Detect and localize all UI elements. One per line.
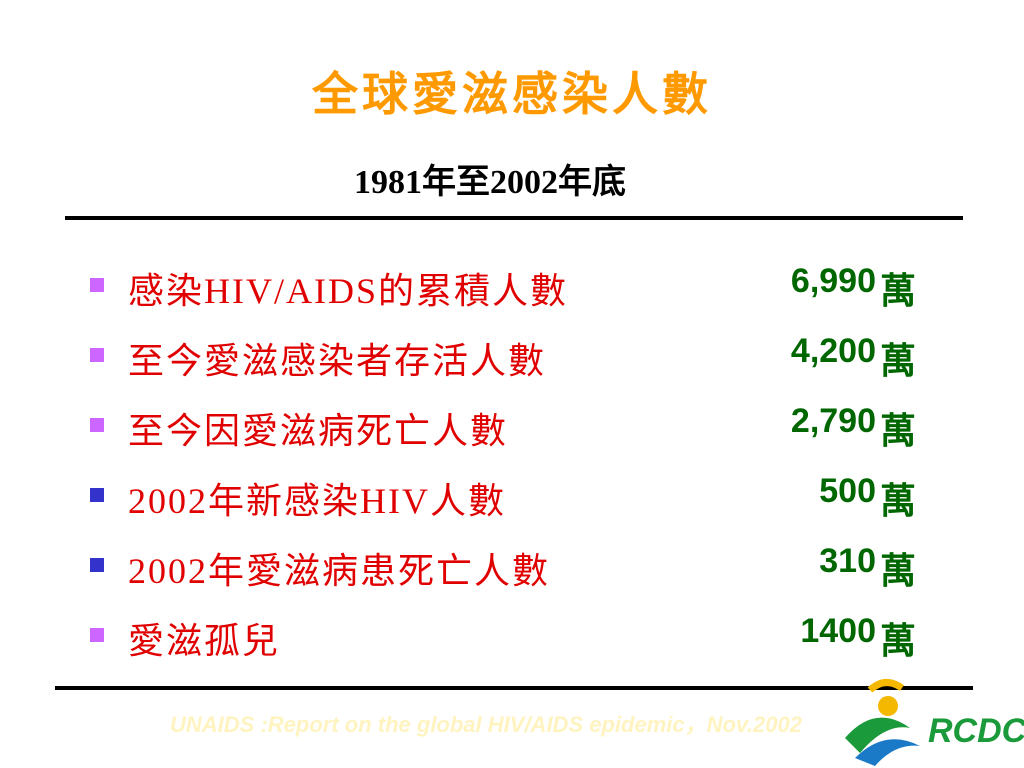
subtitle: 1981年至2002年底: [354, 164, 626, 201]
item-label: 2002年新感染HIV人數: [128, 481, 506, 521]
item-value: 310: [819, 542, 876, 580]
item-label: 2002年愛滋病患死亡人數: [128, 551, 551, 591]
item-row: 2002年愛滋病患死亡人數 310 萬: [0, 536, 1024, 596]
title: 全球愛滋感染人數: [312, 69, 712, 120]
bullet: [90, 628, 104, 642]
item-unit: 萬: [880, 411, 917, 451]
item-value: 4,200: [790, 332, 876, 370]
item-unit: 萬: [880, 481, 917, 521]
item-label: 感染HIV/AIDS的累積人數: [128, 271, 568, 311]
bullet: [90, 418, 104, 432]
item-row: 至今愛滋感染者存活人數 4,200 萬: [0, 326, 1024, 386]
item-value: 1400: [800, 612, 876, 650]
bottom-rule: [55, 686, 973, 690]
item-label: 至今愛滋感染者存活人數: [128, 341, 547, 381]
logo-graphic: [845, 679, 920, 766]
item-value: 2,790: [790, 402, 876, 440]
item-row: 2002年新感染HIV人數 500 萬: [0, 466, 1024, 526]
source-note: UNAIDS :Report on the global HIV/AIDS ep…: [170, 712, 802, 737]
item-unit: 萬: [880, 621, 917, 661]
item-row: 至今因愛滋病死亡人數 2,790 萬: [0, 396, 1024, 456]
item-unit: 萬: [880, 271, 917, 311]
item-value: 6,990: [790, 262, 876, 300]
top-rule: [65, 216, 963, 220]
item-label: 至今因愛滋病死亡人數: [128, 411, 509, 451]
item-unit: 萬: [880, 341, 917, 381]
bullet: [90, 278, 104, 292]
item-row: 感染HIV/AIDS的累積人數 6,990 萬: [0, 256, 1024, 316]
bullet: [90, 488, 104, 502]
bullet: [90, 558, 104, 572]
logo-text: RCDC: [928, 712, 1024, 750]
item-value: 500: [819, 472, 876, 510]
item-row: 愛滋孤兒 1400 萬: [0, 606, 1024, 666]
bullet: [90, 348, 104, 362]
item-label: 愛滋孤兒: [128, 621, 281, 661]
item-unit: 萬: [880, 551, 917, 591]
